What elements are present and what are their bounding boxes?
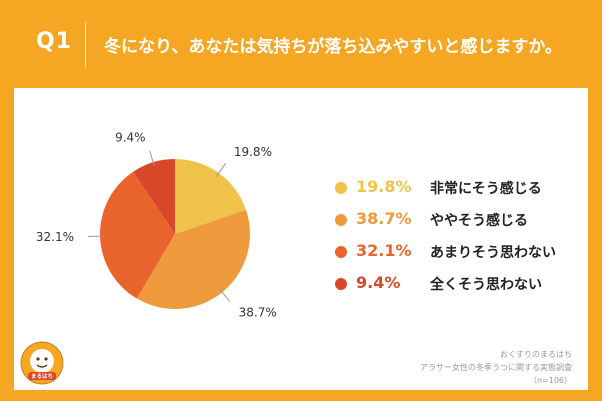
legend-percent: 19.8% xyxy=(356,177,412,196)
pie-slice xyxy=(133,159,175,234)
pie-slices xyxy=(100,159,250,309)
pie-slice xyxy=(100,171,175,299)
question-header: Q1 冬になり、あなたは気持ちが落ち込みやすいと感じますか。 xyxy=(0,0,602,88)
legend-item: 32.1% あまりそう思わない xyxy=(335,240,585,272)
pie-data-labels: 19.8% 38.7% 32.1% 9.4% xyxy=(36,130,277,319)
legend-swatch xyxy=(335,182,347,194)
pie-data-label: 38.7% xyxy=(239,305,277,319)
pie-leader-line xyxy=(149,150,155,167)
legend-label: ややそう感じる xyxy=(430,213,528,229)
legend-percent: 9.4% xyxy=(356,273,401,292)
legend-label: あまりそう思わない xyxy=(430,245,556,261)
header-divider xyxy=(85,22,86,68)
pie-slice xyxy=(175,159,247,234)
source-line: おくすりのまるはち xyxy=(500,350,572,359)
pie-leader-line xyxy=(215,163,227,177)
chart-legend: 19.8% 非常にそう感じる 38.7% ややそう感じる 32.1% あまりそう… xyxy=(335,176,585,304)
legend-item: 38.7% ややそう感じる xyxy=(335,208,585,240)
pie-leader-lines xyxy=(88,150,231,302)
pie-data-label: 9.4% xyxy=(115,130,146,144)
legend-percent: 32.1% xyxy=(356,241,412,260)
legend-label: 非常にそう感じる xyxy=(430,181,542,197)
brand-logo: まるはち xyxy=(20,341,64,385)
pie-leader-line xyxy=(219,288,231,302)
source-note: おくすりのまるはち アラサー女性の冬季うつに関する実態調査 （n=106） xyxy=(420,348,572,387)
question-number: Q1 xyxy=(36,29,73,54)
legend-swatch xyxy=(335,246,347,258)
legend-percent: 38.7% xyxy=(356,209,412,228)
question-text: 冬になり、あなたは気持ちが落ち込みやすいと感じますか。 xyxy=(104,37,562,57)
pie-data-label: 32.1% xyxy=(36,230,74,244)
pie-data-label: 19.8% xyxy=(234,145,272,159)
logo-text: まるはち xyxy=(31,372,53,380)
legend-item: 9.4% 全くそう思わない xyxy=(335,272,585,304)
legend-swatch xyxy=(335,278,347,290)
pie-slice xyxy=(136,209,250,309)
source-line: （n=106） xyxy=(528,376,572,385)
legend-swatch xyxy=(335,214,347,226)
source-line: アラサー女性の冬季うつに関する実態調査 xyxy=(420,363,572,372)
legend-item: 19.8% 非常にそう感じる xyxy=(335,176,585,208)
legend-label: 全くそう思わない xyxy=(430,277,542,293)
